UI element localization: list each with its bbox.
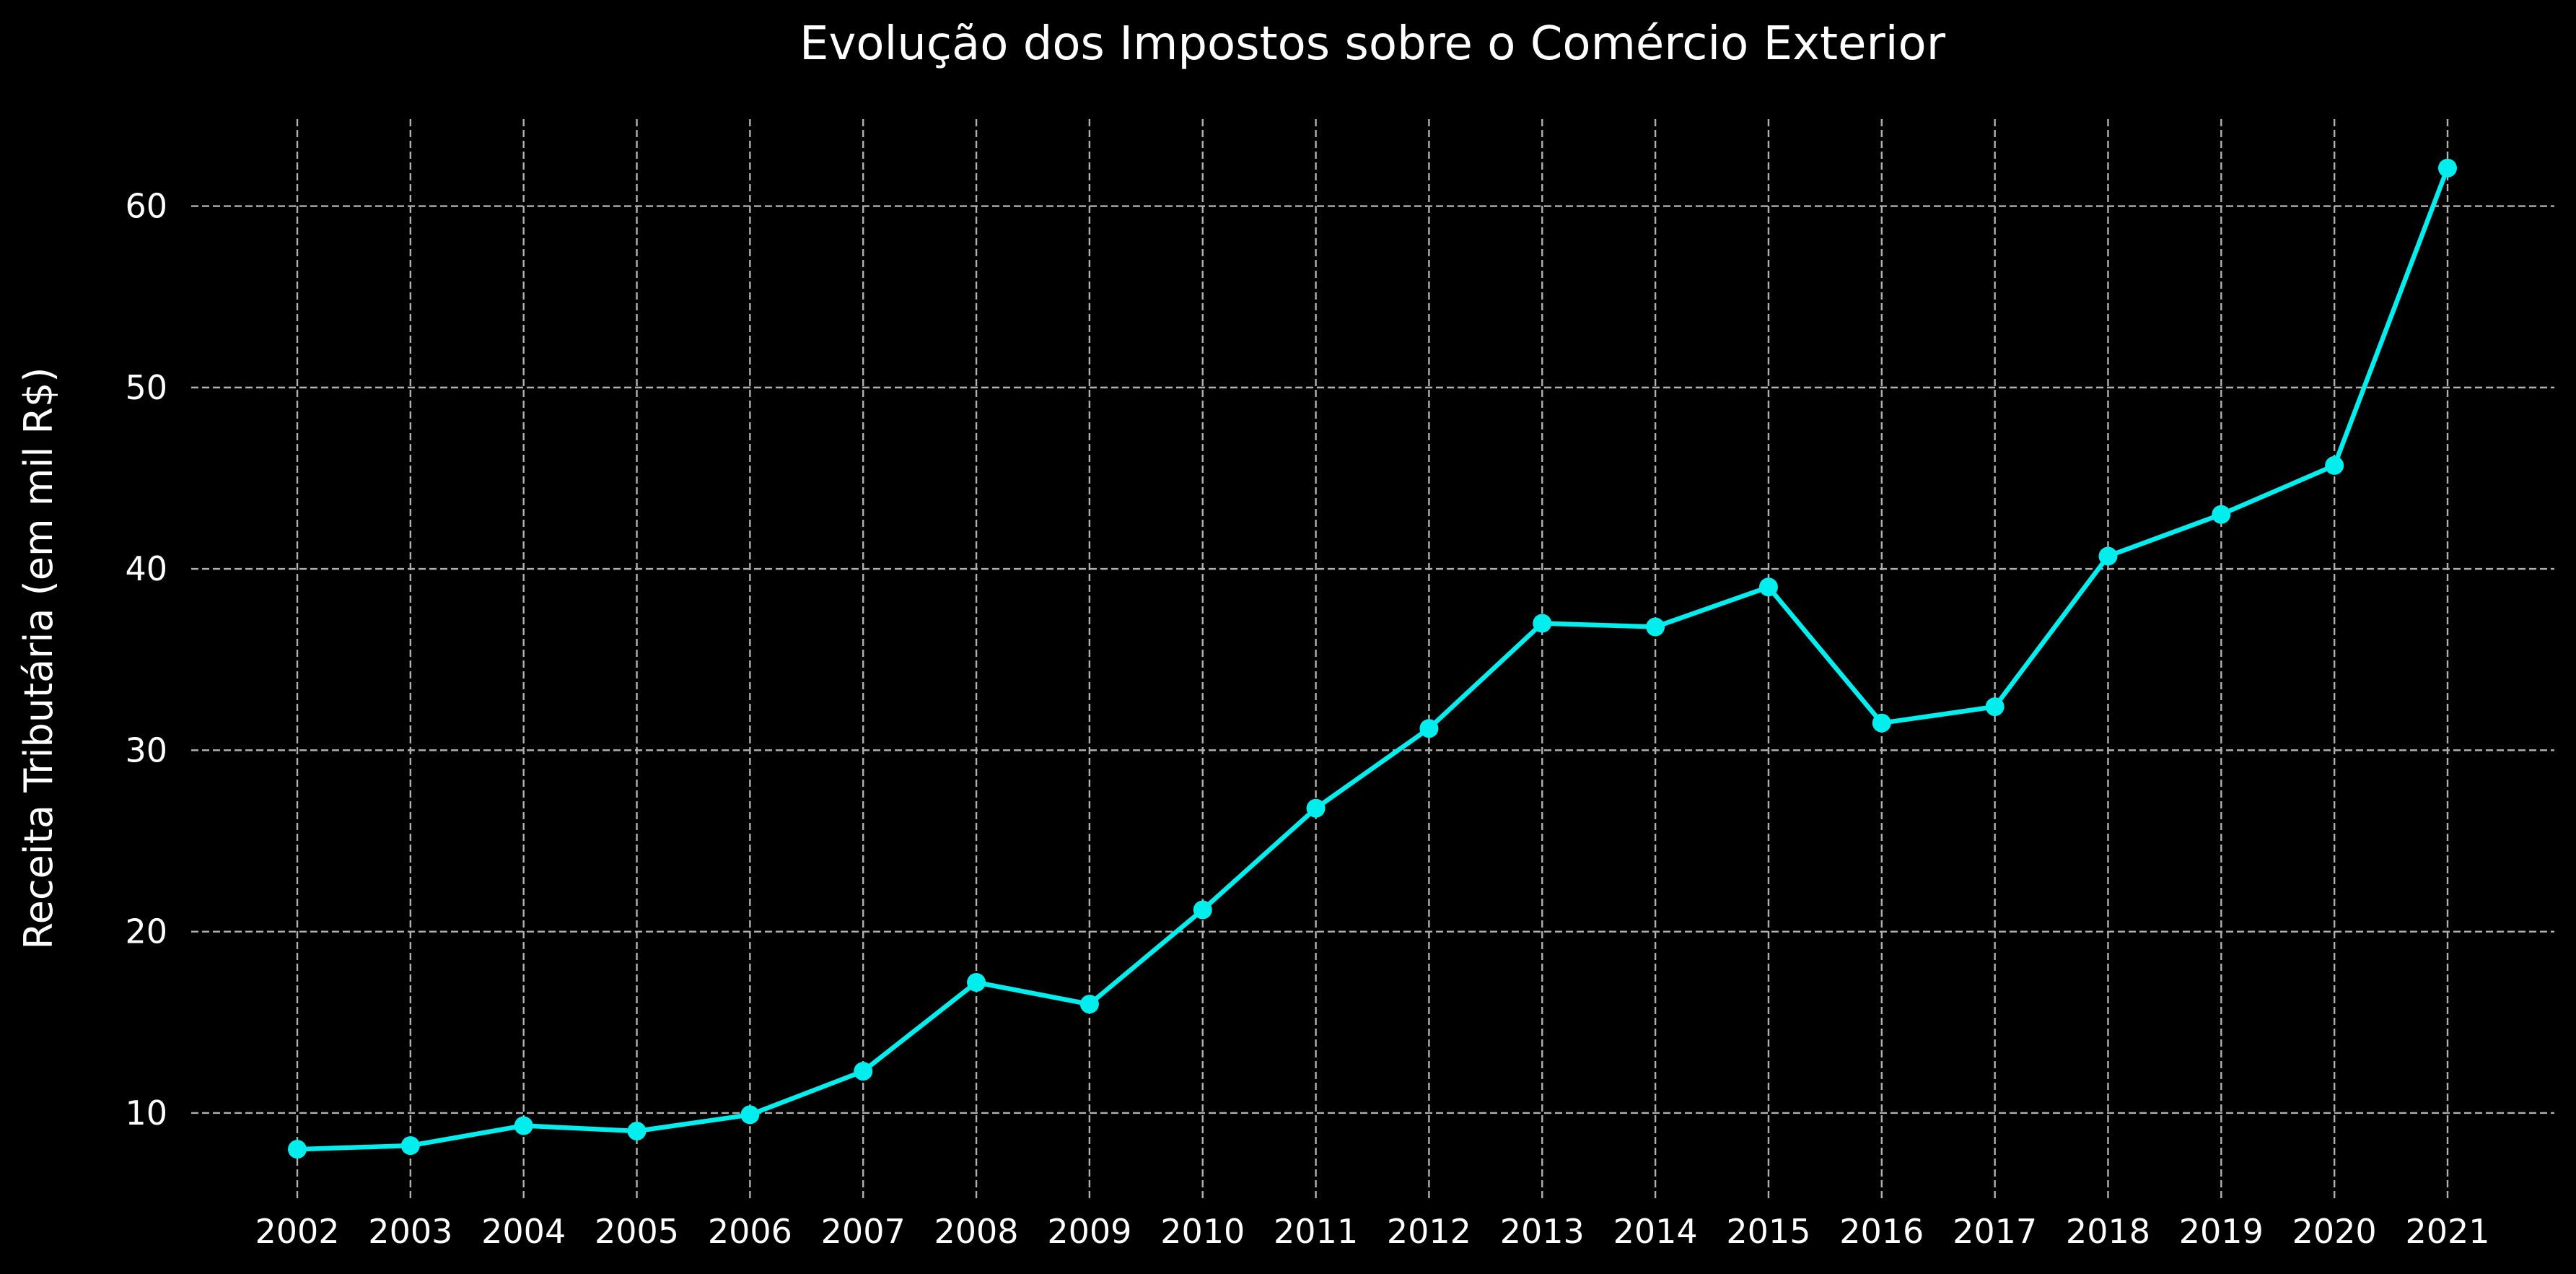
x-tick-label-2013: 2013 xyxy=(1500,1212,1585,1251)
x-tick-label-2008: 2008 xyxy=(934,1212,1019,1251)
tick-labels: 2002 2003 2004 2005 2006 2007 2008 2009 2010 2011… xyxy=(125,187,2489,1251)
data-point-2013 xyxy=(1533,614,1552,633)
x-tick-label-2020: 2020 xyxy=(2292,1212,2377,1251)
data-point-2012 xyxy=(1419,719,1439,738)
data-point-2017 xyxy=(1985,697,2005,717)
data-point-2005 xyxy=(627,1122,647,1141)
x-tick-label-2005: 2005 xyxy=(595,1212,679,1251)
y-tick-label-50: 50 xyxy=(125,368,167,407)
data-point-2011 xyxy=(1306,798,1326,818)
data-point-2018 xyxy=(2098,546,2118,566)
data-point-2016 xyxy=(1872,713,1891,733)
y-axis-label: Receita Tributária (em mil R$) xyxy=(16,367,61,950)
data-point-2020 xyxy=(2325,455,2344,475)
data-point-2003 xyxy=(400,1136,420,1156)
x-tick-label-2009: 2009 xyxy=(1047,1212,1131,1251)
data-point-2002 xyxy=(288,1140,307,1159)
data-point-2004 xyxy=(514,1116,533,1135)
x-tick-label-2021: 2021 xyxy=(2405,1212,2489,1251)
data-point-2009 xyxy=(1079,995,1099,1014)
x-tick-label-2017: 2017 xyxy=(1953,1212,2037,1251)
x-tick-label-2019: 2019 xyxy=(2179,1212,2264,1251)
x-tick-label-2010: 2010 xyxy=(1160,1212,1245,1251)
data-point-2010 xyxy=(1193,900,1212,920)
grid xyxy=(191,119,2554,1198)
data-point-2014 xyxy=(1646,617,1665,637)
x-tick-label-2006: 2006 xyxy=(708,1212,792,1251)
x-tick-label-2015: 2015 xyxy=(1726,1212,1810,1251)
y-tick-label-30: 30 xyxy=(125,730,167,769)
x-tick-label-2016: 2016 xyxy=(1839,1212,1924,1251)
series-layer xyxy=(288,158,2457,1159)
data-point-2006 xyxy=(740,1105,760,1125)
data-point-2007 xyxy=(854,1062,873,1081)
data-point-2021 xyxy=(2438,158,2457,178)
y-tick-label-40: 40 xyxy=(125,549,167,588)
x-tick-label-2014: 2014 xyxy=(1613,1212,1698,1251)
chart-title: Evolução dos Impostos sobre o Comércio E… xyxy=(799,17,1946,71)
series-line-0 xyxy=(294,165,2450,1152)
y-tick-label-60: 60 xyxy=(125,187,167,226)
y-tick-label-20: 20 xyxy=(125,912,167,951)
y-tick-label-10: 10 xyxy=(125,1094,167,1133)
x-tick-label-2002: 2002 xyxy=(255,1212,339,1251)
x-tick-label-2004: 2004 xyxy=(481,1212,566,1251)
x-tick-label-2011: 2011 xyxy=(1274,1212,1358,1251)
x-tick-label-2012: 2012 xyxy=(1387,1212,1471,1251)
x-tick-label-2003: 2003 xyxy=(368,1212,452,1251)
data-point-2019 xyxy=(2212,505,2231,524)
data-point-2008 xyxy=(967,973,986,992)
x-tick-label-2007: 2007 xyxy=(821,1212,906,1251)
data-point-2015 xyxy=(1758,577,1778,597)
x-tick-label-2018: 2018 xyxy=(2066,1212,2150,1251)
